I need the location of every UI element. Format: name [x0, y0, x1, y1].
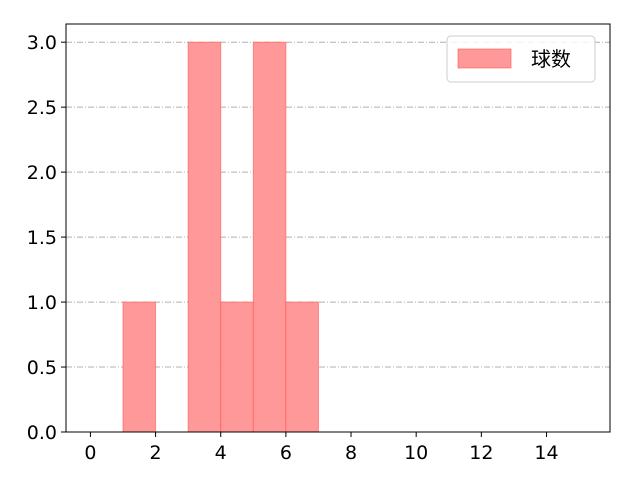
- legend-box: [446, 35, 596, 83]
- legend-swatch: [457, 48, 512, 69]
- grid-lines: [66, 41, 610, 433]
- plot-frame: [65, 23, 611, 433]
- y-tick-label: 1.5: [27, 227, 57, 249]
- histogram-bar: [252, 41, 287, 433]
- y-tick-label: 0.0: [27, 422, 57, 444]
- histogram-bar: [122, 301, 157, 433]
- y-tick-label: 0.5: [27, 357, 57, 379]
- y-tick-label: 3.0: [27, 32, 57, 54]
- y-tick-label: 2.5: [27, 97, 57, 119]
- x-tick-label: 14: [534, 442, 558, 464]
- x-tick-label: 8: [345, 442, 357, 464]
- x-tick-label: 6: [280, 442, 292, 464]
- histogram-bar: [187, 41, 222, 433]
- x-tick-label: 10: [404, 442, 428, 464]
- histogram-bar: [220, 301, 254, 433]
- legend: 球数: [446, 35, 596, 83]
- x-tick-label: 4: [215, 442, 227, 464]
- y-tick-label: 1.0: [27, 292, 57, 314]
- x-tick-label: 2: [150, 442, 162, 464]
- legend-label: 球数: [531, 47, 571, 71]
- histogram-bar: [285, 301, 319, 433]
- x-tick-label: 12: [469, 442, 493, 464]
- y-tick-label: 2.0: [27, 162, 57, 184]
- y-axis: 0.0 0.5 1.0 1.5 2.0 2.5 3.0: [27, 32, 66, 444]
- bars: [122, 41, 319, 433]
- x-axis: 0 2 4 6 8 10 12 14: [84, 432, 559, 464]
- x-tick-label: 0: [84, 442, 96, 464]
